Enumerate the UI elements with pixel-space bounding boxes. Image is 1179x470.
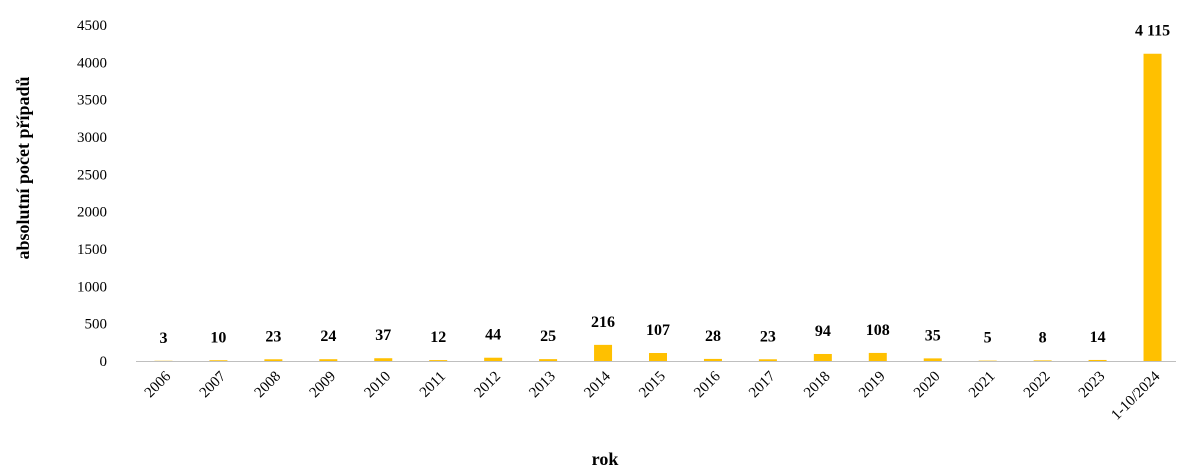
bar-value-label: 37: [375, 327, 391, 344]
x-tick-label: 2019: [856, 369, 889, 402]
bar: [703, 358, 722, 361]
y-tick-label: 0: [100, 354, 108, 370]
bar-value-label: 44: [485, 327, 501, 344]
bar-value-label: 10: [210, 329, 226, 346]
y-axis-ticks: 0 500 1000 1500 2000 2500 3000 3500 4000 4500: [77, 18, 107, 370]
x-tick-label: 2022: [1021, 369, 1054, 402]
x-tick-label: 2017: [746, 368, 779, 401]
x-axis-title: rok: [592, 449, 619, 469]
bar-value-label: 23: [265, 328, 281, 345]
x-tick-label: 2007: [197, 368, 230, 401]
bar: [1143, 53, 1162, 361]
bar: [758, 359, 777, 361]
y-tick-label: 3000: [77, 130, 107, 146]
bar-value-label: 108: [866, 322, 890, 339]
bar: [978, 360, 997, 362]
y-axis-title: absolutní počet případů: [13, 76, 33, 259]
bar: [1088, 359, 1107, 361]
bar-value-label: 216: [591, 314, 615, 331]
bar: [813, 353, 832, 361]
y-tick-label: 2500: [77, 167, 107, 183]
bar-value-label: 4 115: [1135, 23, 1170, 40]
bar-value-label: 94: [815, 323, 831, 340]
x-tick-label: 2020: [911, 369, 944, 402]
bar-value-label: 28: [705, 328, 721, 345]
x-tick-label: 2011: [417, 369, 449, 401]
bar: [484, 357, 503, 361]
bar-value-label: 3: [159, 330, 167, 347]
y-tick-label: 500: [85, 317, 108, 333]
y-tick-label: 3500: [77, 93, 107, 109]
bar: [374, 358, 393, 361]
x-tick-label: 2008: [252, 369, 285, 402]
y-tick-label: 1000: [77, 279, 107, 295]
y-tick-label: 4500: [77, 18, 107, 34]
x-tick-label: 2006: [142, 368, 175, 401]
bar-value-label: 35: [925, 327, 941, 344]
bar-value-label: 12: [430, 329, 446, 346]
bar-value-label: 5: [984, 330, 992, 347]
data-labels-group: 3 10 23 24 37 12 44 25 216 107 28 23 94 108 35 5 8 14 4 11…: [159, 23, 1170, 347]
x-tick-label: 2013: [526, 369, 559, 402]
x-tick-label: 1-10/2024: [1108, 368, 1163, 423]
y-tick-label: 4000: [77, 55, 107, 71]
bar: [594, 344, 613, 361]
bar: [264, 359, 283, 361]
x-tick-label: 2016: [691, 368, 724, 401]
bar-value-label: 25: [540, 328, 556, 345]
x-tick-label: 2009: [307, 369, 340, 402]
bar-value-label: 8: [1039, 329, 1047, 346]
bar: [1033, 360, 1052, 361]
x-tick-label: 2012: [471, 369, 504, 402]
bar: [319, 359, 338, 361]
x-tick-label: 2023: [1076, 369, 1109, 402]
bar: [209, 360, 228, 361]
bar-value-label: 14: [1090, 329, 1106, 346]
bar: [923, 358, 942, 361]
bar-value-label: 24: [320, 328, 336, 345]
bar: [868, 352, 887, 361]
bar-value-label: 107: [646, 322, 670, 339]
x-tick-label: 2021: [966, 369, 999, 402]
x-tick-label: 2014: [581, 368, 614, 401]
bars-group: [154, 53, 1162, 362]
x-tick-label: 2015: [636, 369, 669, 402]
bar: [539, 359, 558, 361]
y-tick-label: 1500: [77, 242, 107, 258]
x-tick-label: 2010: [362, 369, 395, 402]
x-axis-ticks: 2006 2007 2008 2009 2010 2011 2012 2013 2014 2015…: [142, 368, 1164, 423]
bar-value-label: 23: [760, 328, 776, 345]
bar: [429, 360, 448, 361]
x-tick-label: 2018: [801, 369, 834, 402]
bar: [649, 353, 667, 361]
y-tick-label: 2000: [77, 205, 107, 221]
